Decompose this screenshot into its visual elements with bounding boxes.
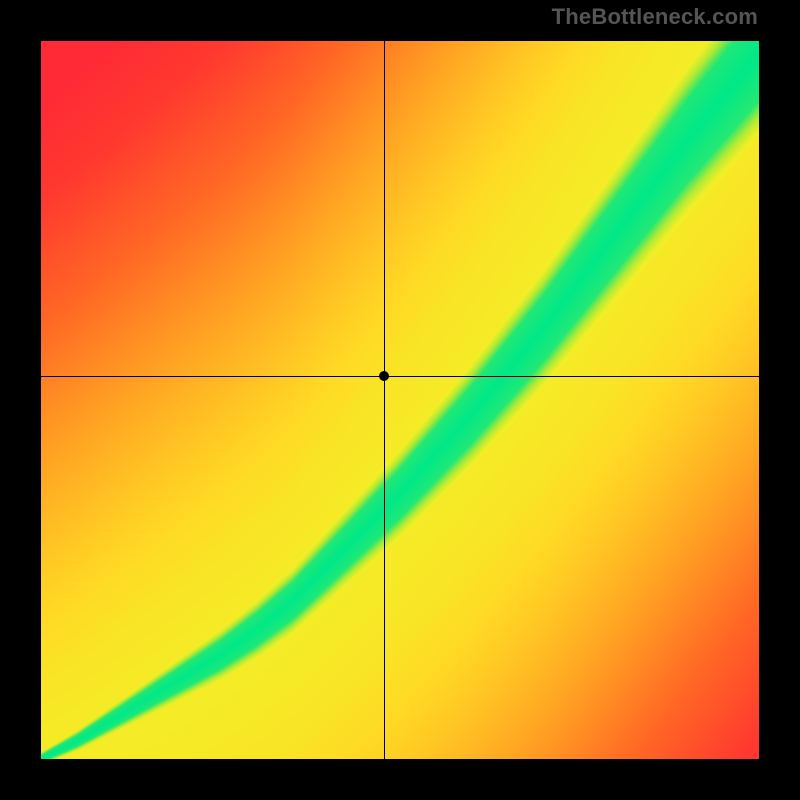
crosshair-horizontal bbox=[41, 376, 759, 377]
crosshair-vertical bbox=[384, 41, 385, 759]
heatmap-canvas bbox=[41, 41, 759, 759]
marker-dot bbox=[379, 371, 389, 381]
watermark-text: TheBottleneck.com bbox=[552, 4, 758, 30]
bottleneck-heatmap bbox=[41, 41, 759, 759]
